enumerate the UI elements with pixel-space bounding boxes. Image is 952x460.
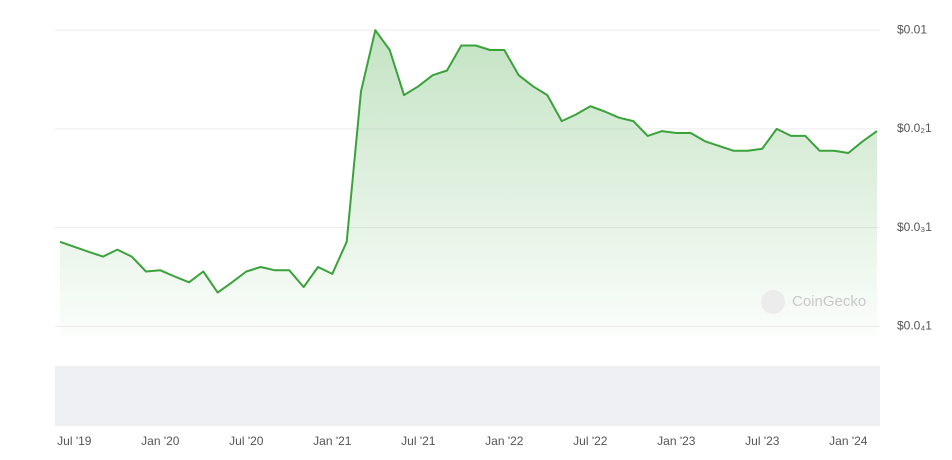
x-tick-label: Jan '22: [485, 434, 524, 448]
watermark-text: CoinGecko: [792, 293, 866, 310]
x-tick-label: Jul '20: [229, 434, 264, 448]
price-line: [59, 29, 878, 294]
area: [60, 30, 877, 336]
x-tick-label: Jul '21: [401, 434, 436, 448]
x-tick-label: Jan '21: [313, 434, 352, 448]
y-tick-label: $0.01: [897, 22, 927, 36]
x-tick-label: Jan '20: [141, 434, 180, 448]
y-tick-label: $0.0₂1: [897, 121, 932, 135]
y-tick-label: $0.0₄1: [897, 319, 932, 333]
volume-area: [55, 366, 880, 426]
x-tick-label: Jan '24: [829, 434, 868, 448]
x-tick-label: Jul '19: [57, 434, 92, 448]
watermark: CoinGecko: [761, 290, 866, 314]
x-tick-label: Jul '22: [573, 434, 608, 448]
x-tick-label: Jan '23: [657, 434, 696, 448]
x-tick-label: Jul '23: [745, 434, 780, 448]
y-tick-label: $0.0₃1: [897, 220, 932, 234]
